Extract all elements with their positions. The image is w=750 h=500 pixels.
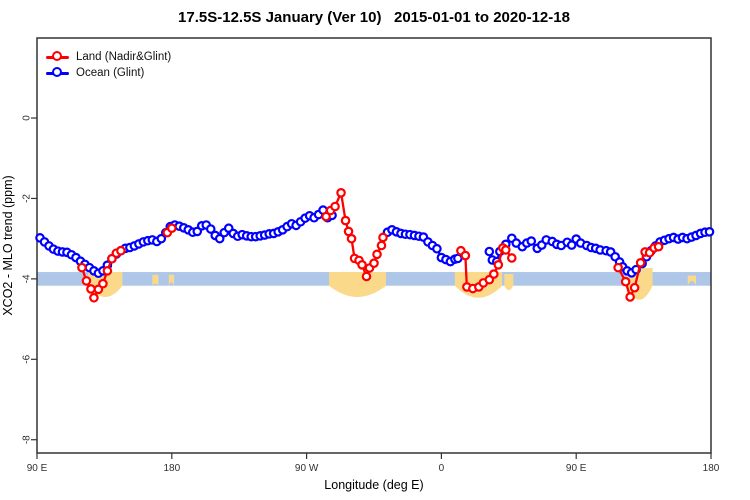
legend-label-land: Land (Nadir&Glint) [76, 51, 172, 63]
ocean-data-point [453, 253, 463, 264]
land-marker-icon [52, 51, 62, 61]
land-data-point [506, 253, 517, 263]
ocean-data-point [205, 224, 216, 234]
x-axis-title: Longitude (deg E) [324, 478, 423, 492]
highlight-region [329, 272, 386, 297]
legend-item-ocean: Ocean (Glint) [46, 65, 171, 81]
land-data-point [330, 201, 340, 212]
legend-item-land: Land (Nadir&Glint) [46, 49, 171, 65]
land-data-point [625, 292, 635, 302]
land-data-point [321, 211, 331, 222]
land-data-point [340, 215, 351, 226]
y-tick-label: -6 [22, 354, 33, 363]
ocean-data-point [526, 236, 537, 246]
land-data-point [620, 276, 631, 287]
land-data-point [98, 278, 108, 289]
land-data-point [376, 240, 387, 251]
x-tick-label: 180 [703, 463, 720, 474]
highlight-region [504, 274, 514, 291]
y-tick-label: -8 [22, 435, 33, 444]
ocean-data-point [484, 246, 495, 257]
land-data-point [357, 260, 367, 270]
land-data-point [489, 269, 499, 279]
x-axis: 90 E 180 90 W 0 90 E 180 Longitude (deg E) [27, 453, 720, 492]
ocean-data-point [432, 243, 442, 254]
land-data-point [89, 292, 99, 303]
ocean-series-swatch [46, 67, 69, 77]
land-data-point [378, 232, 388, 243]
y-tick-label: -4 [22, 274, 33, 283]
land-data-point [629, 282, 640, 293]
highlight-region [168, 274, 175, 286]
land-series-swatch [46, 51, 69, 61]
land-data-point [369, 258, 379, 268]
highlight-region [152, 274, 159, 286]
land-data-point [81, 276, 92, 286]
x-tick-label: 90 E [27, 463, 48, 474]
y-tick-label: -2 [22, 194, 33, 203]
land-data-point [116, 245, 126, 256]
x-tick-label: 180 [163, 463, 180, 474]
land-data-point [653, 241, 664, 252]
ocean-series [35, 205, 715, 279]
highlight-region [687, 275, 697, 286]
y-tick-label: 0 [22, 115, 33, 121]
ocean-data-point [156, 233, 167, 244]
land-data-point [77, 262, 87, 273]
land-data-point [635, 257, 646, 268]
ocean-data-point [704, 227, 715, 237]
y-axis: 0 -2 -4 -6 -8 XCO2 - MLO trend (ppm) [1, 115, 37, 444]
x-tick-label: 0 [439, 463, 445, 474]
y-axis-title: XCO2 - MLO trend (ppm) [1, 175, 15, 315]
land-data-point [346, 233, 357, 244]
land-data-point [167, 223, 177, 234]
plot-frame [36, 37, 712, 454]
chart-title: 17.5S-12.5S January (Ver 10) 2015-01-01 … [178, 9, 570, 26]
legend: Land (Nadir&Glint) Ocean (Glint) [46, 49, 171, 81]
ocean-marker-icon [52, 67, 62, 77]
land-data-point [501, 245, 511, 255]
x-tick-label: 90 W [295, 463, 319, 474]
land-series [77, 188, 664, 303]
x-tick-label: 90 E [566, 463, 587, 474]
land-data-point [493, 260, 504, 270]
land-data-point [613, 262, 623, 273]
land-data-point [460, 250, 471, 261]
ocean-data-point [214, 233, 225, 244]
land-data-point [86, 284, 96, 294]
land-data-point [372, 249, 382, 260]
legend-label-ocean: Ocean (Glint) [76, 67, 145, 79]
land-data-point [361, 271, 372, 282]
ocean-data-point [566, 240, 577, 250]
land-data-point [336, 188, 346, 198]
land-data-point [102, 266, 113, 276]
